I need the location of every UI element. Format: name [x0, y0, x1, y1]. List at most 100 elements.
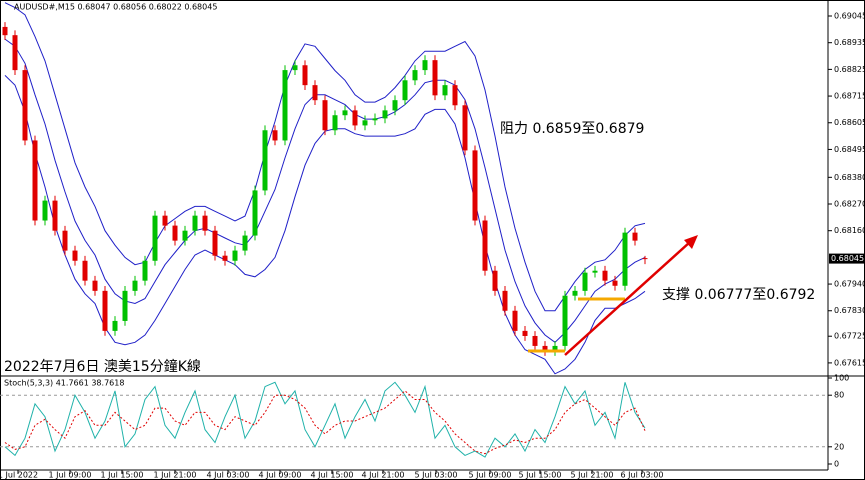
candle-body: [532, 335, 538, 346]
candle-body: [452, 85, 458, 106]
candle-body: [322, 100, 328, 131]
x-tick-label: 5 Jul 03:00: [415, 471, 458, 480]
candle-body: [492, 270, 498, 291]
candle-body: [142, 260, 148, 281]
candle-body: [122, 290, 128, 321]
x-tick-label: 4 Jul 15:00: [311, 471, 354, 480]
stoch-line: [4, 381, 646, 458]
candle-body: [422, 60, 428, 71]
candle-body: [462, 105, 468, 151]
price-panel: [2, 2, 648, 375]
candle-body: [152, 215, 158, 261]
x-tick-label: 4 Jul 03:00: [207, 471, 250, 480]
candle-body: [232, 250, 238, 261]
x-tick-label: 1 Jul 15:00: [101, 471, 144, 480]
y-tick-label: 0.67830: [834, 306, 865, 315]
y-tick-label: 0.67940: [834, 280, 865, 289]
support-note: 支撑 0.06777至0.6792: [662, 287, 815, 303]
x-tick-label: 6 Jul 03:00: [621, 471, 664, 480]
y-tick-label: 0.67725: [834, 332, 865, 341]
chart-title: AUDUSD#,M15 0.68047 0.68056 0.68022 0.68…: [14, 3, 217, 12]
candle-body: [212, 230, 218, 256]
candle-body: [542, 345, 548, 352]
candle-body: [82, 260, 88, 281]
y-tick-label: 0.68495: [834, 145, 865, 154]
candle-body: [202, 215, 208, 231]
candle-body: [252, 190, 258, 236]
candle-body: [282, 70, 288, 141]
candle-body: [552, 345, 558, 352]
candle-body: [512, 310, 518, 331]
candle-body: [302, 65, 308, 86]
candle-body: [172, 225, 178, 241]
x-tick-label: 4 Jul 09:00: [259, 471, 302, 480]
candle-body: [612, 280, 618, 286]
candle-body: [392, 100, 398, 111]
candle-body: [582, 272, 588, 291]
candle-body: [192, 215, 198, 231]
y-tick-label: 0: [834, 460, 839, 469]
candle-body: [522, 330, 528, 336]
current-price-box: [829, 253, 865, 264]
candle-body: [102, 290, 108, 331]
candle-body: [482, 220, 488, 271]
y-tick-label: 100: [834, 374, 849, 383]
current-price-label: 0.68045: [831, 254, 864, 263]
candle-body: [222, 255, 228, 261]
stoch-panel: [0, 381, 828, 458]
y-tick-label: 0.68380: [834, 173, 865, 182]
candle-body: [52, 200, 58, 231]
y-tick-label: 0.67615: [834, 358, 865, 367]
candle-body: [602, 270, 608, 281]
candle-body: [642, 258, 648, 260]
candle-body: [502, 290, 508, 311]
x-tick-label: 1 Jul 2022: [0, 471, 38, 480]
candle-body: [362, 120, 368, 126]
candle-body: [382, 110, 388, 119]
resistance-note: 阻力 0.6859至0.6879: [500, 121, 644, 137]
candle-body: [332, 115, 338, 131]
candle-body: [132, 280, 138, 291]
y-tick-label: 0.69045: [834, 12, 865, 21]
candle-body: [62, 230, 68, 251]
y-tick-label: 0.68605: [834, 118, 865, 127]
trend-arrow: [564, 241, 691, 356]
caption: 2022年7月6日 澳美15分鐘K線: [4, 358, 201, 375]
candle-body: [242, 235, 248, 251]
candle-body: [12, 35, 18, 71]
candle-body: [272, 130, 278, 141]
x-tick-label: 4 Jul 21:00: [362, 471, 405, 480]
candle-body: [402, 80, 408, 101]
candle-body: [572, 290, 578, 296]
stoch-line: [4, 390, 646, 455]
candle-body: [182, 230, 188, 241]
y-tick-label: 0.68715: [834, 92, 865, 101]
candle-body: [592, 270, 598, 273]
candle-body: [22, 70, 28, 141]
x-tick-label: 5 Jul 09:00: [469, 471, 512, 480]
y-tick-label: 0.68935: [834, 38, 865, 47]
x-tick-label: 5 Jul 15:00: [519, 471, 562, 480]
candle-body: [412, 70, 418, 81]
x-tick-label: 5 Jul 21:00: [571, 471, 614, 480]
candle-body: [42, 200, 48, 221]
y-tick-label: 0.68825: [834, 65, 865, 74]
candle-body: [632, 232, 638, 241]
y-tick-label: 20: [834, 442, 844, 451]
candle-body: [292, 65, 298, 71]
candle-body: [92, 280, 98, 291]
candle-body: [472, 150, 478, 221]
candle-body: [32, 140, 38, 221]
candle-body: [262, 130, 268, 191]
candle-body: [72, 250, 78, 261]
candle-body: [442, 85, 448, 96]
candle-body: [112, 320, 118, 331]
candle-body: [342, 110, 348, 116]
y-tick-label: 0.68270: [834, 200, 865, 209]
axes: 0.69045 0.68935 0.68825 0.68715 0.68605 0.684…: [0, 12, 865, 480]
candle-body: [432, 60, 438, 96]
x-tick-label: 1 Jul 09:00: [49, 471, 92, 480]
candle-body: [162, 215, 168, 226]
candle-body: [372, 118, 378, 121]
